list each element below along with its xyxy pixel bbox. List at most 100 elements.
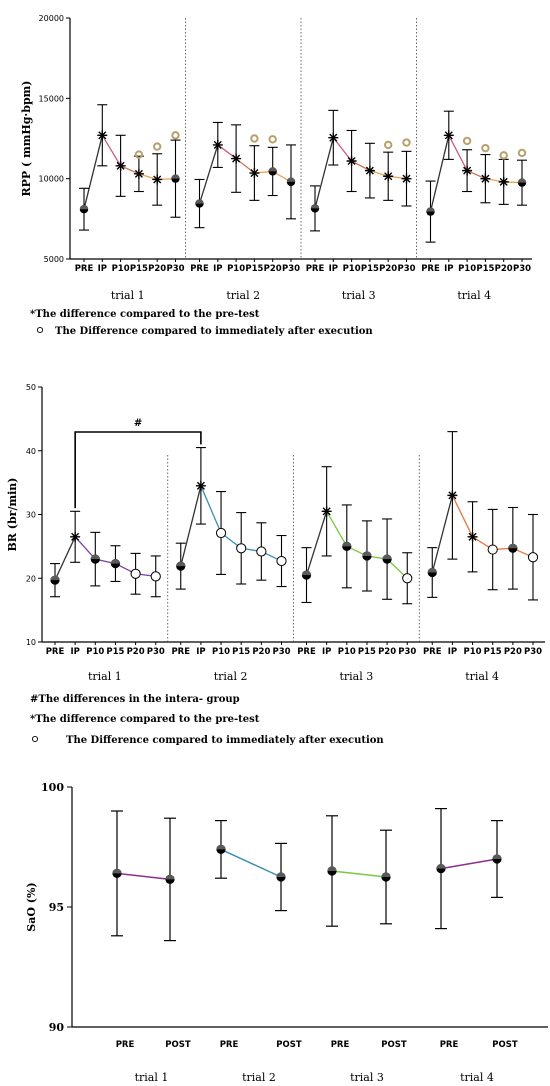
open-circle-icon bbox=[31, 735, 39, 743]
y-tick-label: 15000 bbox=[39, 94, 64, 103]
data-point-shade bbox=[362, 551, 372, 556]
significance-bracket bbox=[74, 431, 202, 509]
trial-label: trial 1 bbox=[135, 1071, 169, 1084]
x-tick-label: P10 bbox=[86, 647, 104, 657]
x-tick-label: IP bbox=[329, 264, 338, 274]
trial-label: trial 1 bbox=[88, 670, 122, 683]
y-tick-label: 20000 bbox=[39, 14, 64, 23]
x-tick-label: IP bbox=[448, 647, 457, 657]
data-point-star bbox=[231, 153, 242, 164]
x-tick-label: P20 bbox=[127, 647, 145, 657]
data-point-open bbox=[236, 543, 247, 554]
series-4 bbox=[427, 431, 539, 601]
data-point-star bbox=[152, 174, 163, 185]
ip-diff-marker bbox=[462, 136, 472, 146]
x-tick-label: P10 bbox=[343, 264, 361, 274]
data-point-star bbox=[212, 139, 223, 150]
legend-note: The Difference compared to immediately a… bbox=[66, 735, 384, 746]
y-tick-label: 10 bbox=[26, 638, 36, 647]
data-point-star bbox=[462, 165, 473, 176]
trial-label: trial 1 bbox=[111, 289, 145, 302]
y-axis-title: SaO (%) bbox=[25, 882, 38, 931]
legend-note: #The differences in the intera- group bbox=[30, 694, 240, 705]
data-point-shade bbox=[171, 174, 180, 179]
x-tick-label: P15 bbox=[361, 264, 379, 274]
legend-note: The Difference compared to immediately a… bbox=[55, 326, 373, 337]
series-line bbox=[74, 536, 96, 560]
x-tick-label: P30 bbox=[398, 647, 416, 657]
ip-diff-marker bbox=[250, 134, 259, 143]
x-tick-label: P15 bbox=[106, 647, 124, 657]
series-3 bbox=[301, 466, 413, 605]
x-tick-label: P20 bbox=[378, 647, 396, 657]
series-line bbox=[451, 495, 474, 538]
x-tick-label: P15 bbox=[245, 264, 263, 274]
data-point-shade bbox=[381, 872, 391, 877]
y-tick-label: 30 bbox=[26, 511, 36, 520]
y-axis-title: BR (br/min) bbox=[6, 478, 19, 552]
series-line bbox=[429, 135, 450, 212]
open-circle-icon bbox=[36, 326, 44, 334]
x-tick-label: IP bbox=[322, 647, 331, 657]
x-tick-label: PRE bbox=[423, 647, 442, 657]
x-tick-label: P30 bbox=[513, 264, 531, 274]
x-tick-label: P10 bbox=[338, 647, 356, 657]
series-4 bbox=[425, 110, 527, 243]
y-tick-label: 10000 bbox=[39, 175, 64, 184]
series-line bbox=[431, 495, 454, 573]
data-point-shade bbox=[50, 575, 60, 581]
ip-diff-marker bbox=[384, 140, 393, 150]
x-tick-label: PRE bbox=[331, 1040, 350, 1050]
y-axis-title: RPP ( mmHg·bpm) bbox=[20, 81, 33, 197]
series-3 bbox=[310, 109, 412, 232]
trial-label: trial 4 bbox=[457, 289, 491, 302]
x-tick-label: P15 bbox=[232, 647, 250, 657]
data-point-shade bbox=[382, 554, 392, 560]
trial-label: trial 4 bbox=[465, 670, 499, 683]
x-tick-label: PRE bbox=[220, 1040, 239, 1050]
x-tick-label: PRE bbox=[75, 264, 94, 274]
data-point-shade bbox=[517, 178, 527, 183]
x-tick-label: P30 bbox=[272, 647, 290, 657]
data-point-star bbox=[249, 168, 260, 179]
x-tick-label: IP bbox=[444, 264, 453, 274]
x-tick-label: P20 bbox=[504, 647, 522, 657]
data-point-shade bbox=[90, 554, 100, 560]
y-tick-label: 40 bbox=[26, 447, 36, 456]
x-tick-label: P30 bbox=[524, 647, 542, 657]
rpp-chart: 5000 10000 15000 20000 RPP ( mmHg·bpm) PRE IP P… bbox=[20, 14, 532, 302]
x-tick-label: P20 bbox=[148, 264, 166, 274]
x-tick-label: PRE bbox=[306, 264, 325, 274]
x-tick-label: P10 bbox=[112, 264, 130, 274]
x-tick-label: PRE bbox=[171, 647, 190, 657]
x-tick-label: P20 bbox=[379, 264, 397, 274]
x-tick-label: PRE bbox=[190, 264, 209, 274]
series-1 bbox=[79, 104, 181, 231]
series-2 bbox=[215, 819, 287, 912]
series-line bbox=[440, 858, 498, 870]
x-tick-label: P15 bbox=[484, 647, 502, 657]
y-tick-label: 100 bbox=[41, 781, 64, 794]
x-tick-label: P20 bbox=[495, 264, 513, 274]
x-tick-label: P15 bbox=[358, 647, 376, 657]
series-line bbox=[200, 485, 222, 534]
series-line bbox=[448, 134, 468, 171]
series-line bbox=[180, 485, 202, 567]
data-point-shade bbox=[176, 561, 186, 567]
trial-label: trial 3 bbox=[339, 670, 373, 683]
data-point-open bbox=[256, 546, 267, 557]
x-tick-label: P10 bbox=[212, 647, 230, 657]
ip-diff-marker bbox=[499, 151, 508, 160]
series-2 bbox=[194, 121, 296, 229]
sao-chart: 90 95 100 SaO (%) PRE POST trial 1 PRE POST trial… bbox=[25, 781, 548, 1084]
series-line bbox=[120, 165, 140, 175]
series-line bbox=[305, 511, 328, 576]
x-tick-label: PRE bbox=[116, 1040, 135, 1050]
y-tick-label: 50 bbox=[26, 383, 36, 392]
data-point-shade bbox=[342, 541, 352, 547]
series-2 bbox=[175, 447, 287, 590]
data-point-shade bbox=[165, 874, 175, 880]
legend-note: *The difference compared to the pre-test bbox=[30, 714, 260, 725]
data-point-open bbox=[487, 544, 498, 555]
